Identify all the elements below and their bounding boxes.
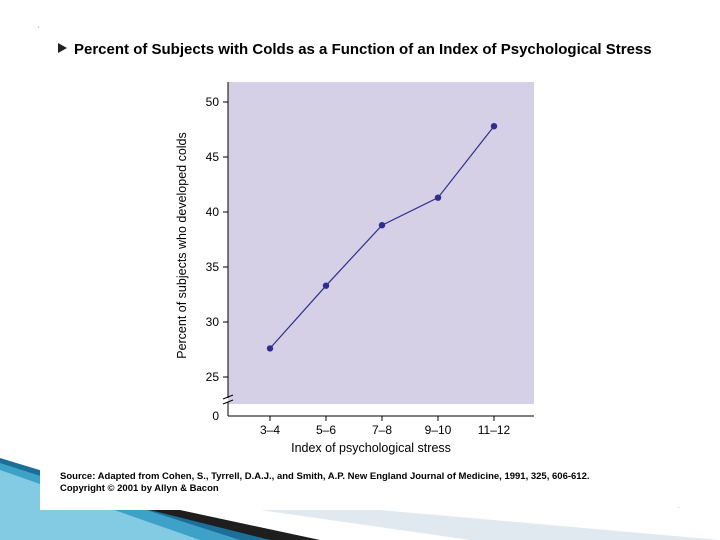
- footer-decoration: .: [0, 458, 720, 540]
- y-axis-label: Percent of subjects who developed colds: [175, 132, 189, 359]
- slide-title: Percent of Subjects with Colds as a Func…: [74, 41, 652, 58]
- x-tick-label: 11–12: [478, 423, 511, 437]
- source-citation: Source: Adapted from Cohen, S., Tyrrell,…: [60, 471, 590, 482]
- data-point: [378, 222, 386, 229]
- axis-break-mark: [222, 394, 234, 400]
- corner-mark: ': [38, 25, 40, 34]
- data-point: [434, 194, 442, 201]
- y-tick-label: 40: [206, 205, 220, 219]
- data-point: [490, 123, 498, 130]
- x-tick-label: 5–6: [316, 423, 336, 437]
- y-tick-label: 30: [206, 315, 220, 329]
- triangle-bullet-icon: [58, 43, 67, 53]
- x-tick-label: 7–8: [372, 423, 392, 437]
- y-tick-label-zero: 0: [212, 409, 219, 423]
- title-row: Percent of Subjects with Colds as a Func…: [58, 40, 658, 59]
- x-tick-label: 9–10: [425, 423, 452, 437]
- plot-background: [228, 82, 534, 404]
- line-chart: 25 30 35 40 45 50 0 3–4 5–6 7–8 9–10 11–12 Index of …: [175, 82, 534, 455]
- x-axis-label: Index of psychological stress: [291, 441, 451, 455]
- copyright-text: Copyright © 2001 by Allyn & Bacon: [60, 483, 219, 494]
- data-point: [322, 282, 330, 289]
- y-tick-label: 45: [206, 150, 220, 164]
- x-tick-label: 3–4: [260, 423, 280, 437]
- data-point: [266, 345, 274, 352]
- y-tick-label: 25: [206, 370, 220, 384]
- y-tick-label: 35: [206, 260, 220, 274]
- y-tick-label: 50: [206, 95, 220, 109]
- svg-text:.: .: [678, 504, 680, 510]
